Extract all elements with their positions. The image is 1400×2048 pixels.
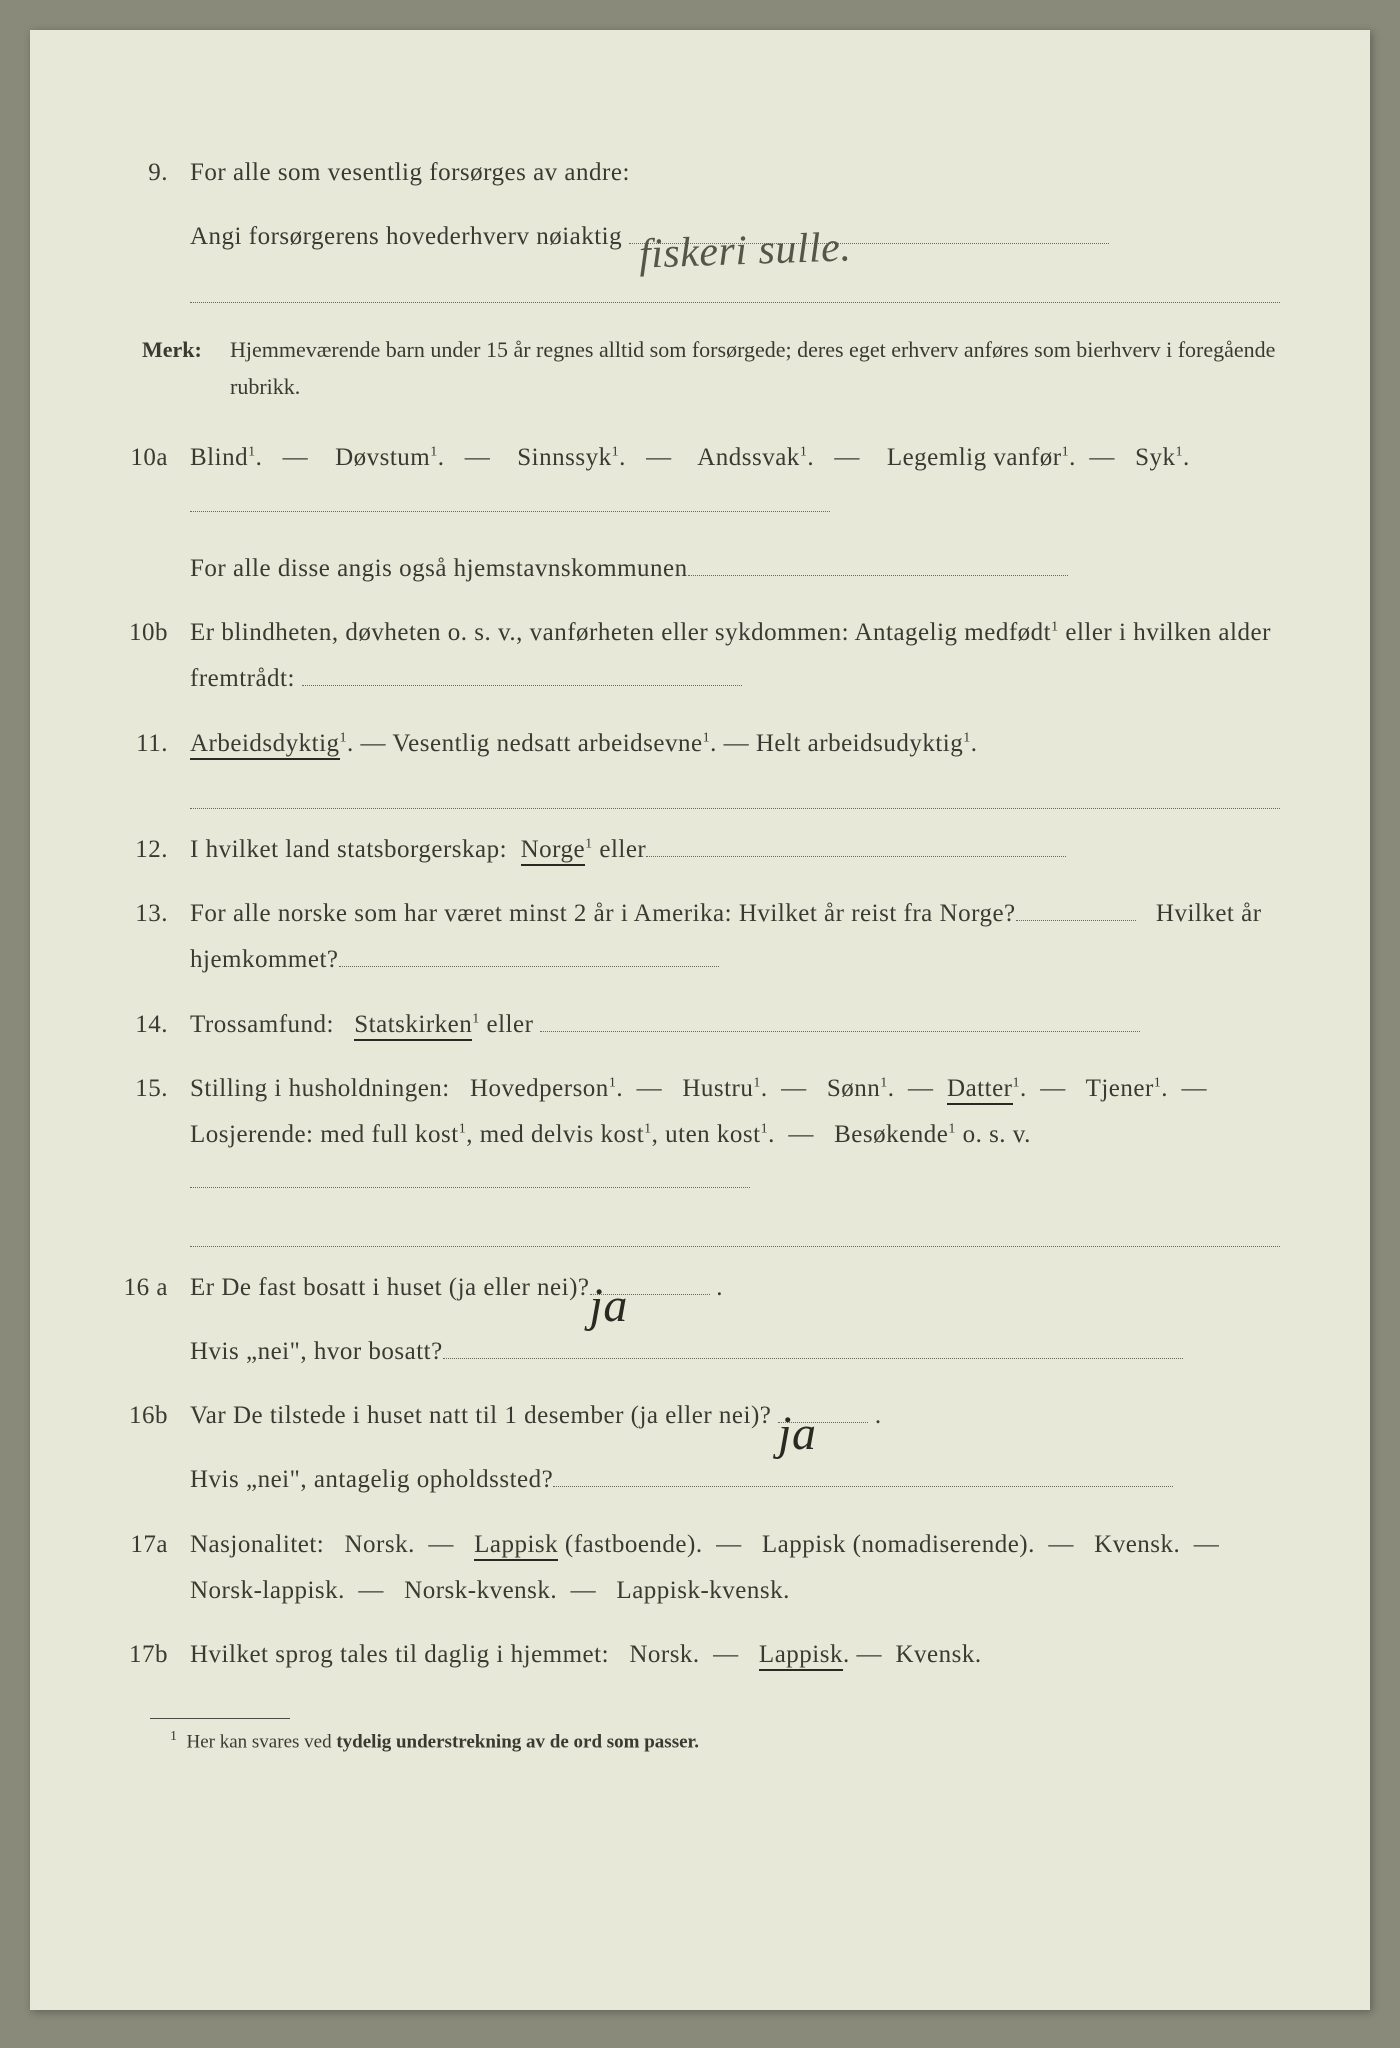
q13-number: 13.	[120, 891, 190, 937]
q12-norge-selected[interactable]: Norge	[521, 836, 586, 866]
q12-number: 12.	[120, 827, 190, 873]
q14-row: 14. Trossamfund: Statskirken1 eller	[120, 1002, 1280, 1048]
q11-row: 11. Arbeidsdyktig1. — Vesentlig nedsatt …	[120, 721, 1280, 767]
q12-row: 12. I hvilket land statsborgerskap: Norg…	[120, 827, 1280, 873]
q10a-row: 10a Blind1. — Døvstum1. — Sinnssyk1. — A…	[120, 435, 1280, 528]
q17b-options: Hvilket sprog tales til daglig i hjemmet…	[190, 1632, 1280, 1678]
q9-answer-line[interactable]: fiskeri sulle.	[629, 243, 1109, 244]
q16a-number: 16 a	[120, 1265, 190, 1311]
q16b-sub: Hvis „nei", antagelig opholdssted?	[120, 1457, 1280, 1503]
merk-note: Merk: Hjemmeværende barn under 15 år reg…	[120, 331, 1280, 406]
q10b-row: 10b Er blindheten, døvheten o. s. v., va…	[120, 610, 1280, 703]
q9-number: 9.	[120, 150, 190, 196]
q15-options: Stilling i husholdningen: Hovedperson1. …	[190, 1066, 1280, 1205]
q15-datter-selected[interactable]: Datter	[947, 1075, 1012, 1105]
footnote: 1 Her kan svares ved tydelig understrekn…	[170, 1729, 1280, 1753]
q16b-number: 16b	[120, 1393, 190, 1439]
merk-label: Merk:	[120, 331, 230, 406]
q9-blank	[120, 279, 1280, 303]
q17a-options: Nasjonalitet: Norsk. — Lappisk (fastboen…	[190, 1522, 1280, 1615]
q11-number: 11.	[120, 721, 190, 767]
merk-text: Hjemmeværende barn under 15 år regnes al…	[230, 331, 1280, 406]
q9-row1: 9. For alle som vesentlig forsørges av a…	[120, 150, 1280, 196]
q13-row: 13. For alle norske som har været minst …	[120, 891, 1280, 984]
q16a-sub: Hvis „nei", hvor bosatt?	[120, 1329, 1280, 1375]
q9-line2: Angi forsørgerens hovederhverv nøiaktig …	[190, 214, 1280, 260]
q11-options: Arbeidsdyktig1. — Vesentlig nedsatt arbe…	[190, 721, 1280, 767]
q17a-lappisk-selected[interactable]: Lappisk	[474, 1531, 558, 1561]
q11-opt1-selected[interactable]: Arbeidsdyktig	[190, 730, 340, 760]
q15-number: 15.	[120, 1066, 190, 1112]
q10a-row2: For alle disse angis også hjemstavnskomm…	[120, 546, 1280, 592]
q10b-number: 10b	[120, 610, 190, 656]
q9-row2: Angi forsørgerens hovederhverv nøiaktig …	[120, 214, 1280, 260]
q15-row: 15. Stilling i husholdningen: Hovedperso…	[120, 1066, 1280, 1205]
q17b-lappisk-selected[interactable]: Lappisk	[759, 1641, 843, 1671]
q16b-row: 16b Var De tilstede i huset natt til 1 d…	[120, 1393, 1280, 1439]
footnote-rule	[150, 1718, 290, 1719]
q14-number: 14.	[120, 1002, 190, 1048]
q11-blank	[120, 785, 1280, 809]
q9-line1: For alle som vesentlig forsørges av andr…	[190, 150, 1280, 196]
q14-statskirken-selected[interactable]: Statskirken	[354, 1011, 472, 1041]
q17a-row: 17a Nasjonalitet: Norsk. — Lappisk (fast…	[120, 1522, 1280, 1615]
q16a-row: 16 a Er De fast bosatt i huset (ja eller…	[120, 1265, 1280, 1311]
q10a-number: 10a	[120, 435, 190, 481]
census-form-page: 9. For alle som vesentlig forsørges av a…	[30, 30, 1370, 2010]
q10a-options: Blind1. — Døvstum1. — Sinnssyk1. — Andss…	[190, 435, 1280, 528]
q15-blank	[120, 1223, 1280, 1247]
q17b-number: 17b	[120, 1632, 190, 1678]
q17a-number: 17a	[120, 1522, 190, 1568]
q10b-text: Er blindheten, døvheten o. s. v., vanfør…	[190, 610, 1280, 703]
q17b-row: 17b Hvilket sprog tales til daglig i hje…	[120, 1632, 1280, 1678]
